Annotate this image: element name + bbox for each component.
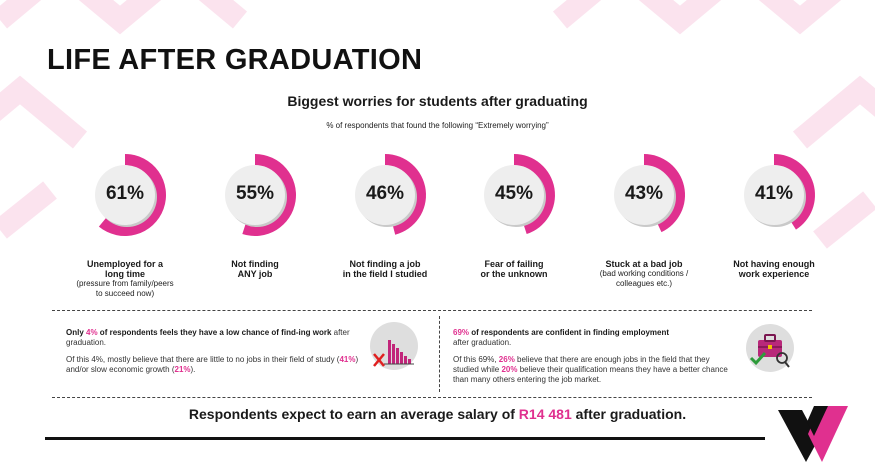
worry-caption-title: Unemployed for a long time	[86, 259, 163, 279]
worry-caption-title: Not finding ANY job	[231, 259, 279, 279]
briefcase-check-icon	[744, 322, 796, 379]
brand-v-logo	[778, 406, 848, 462]
low-chance-panel: Only 4% of respondents feels they have a…	[66, 328, 359, 374]
worry-donut: 41%	[734, 147, 830, 243]
worry-donut: 55%	[215, 147, 311, 243]
worry-percent: 45%	[494, 183, 534, 204]
worry-donut-center	[225, 165, 285, 225]
divider-vertical	[439, 316, 440, 392]
worry-caption-note: (pressure from family/peers to succeed n…	[76, 279, 174, 298]
page-title: LIFE AFTER GRADUATION	[47, 44, 423, 76]
worry-caption-title: Not having enough work experience	[733, 259, 815, 279]
worry-donut: 46%	[345, 147, 441, 243]
worry-caption: Unemployed for a long time (pressure from…	[55, 259, 195, 299]
worry-donut-center	[355, 165, 415, 225]
divider-bottom	[52, 397, 812, 398]
worry-donut-center	[744, 165, 804, 225]
worry-percent: 41%	[754, 183, 794, 204]
declining-bar-chart-icon	[368, 320, 420, 377]
worry-caption-title: Fear of failing or the unknown	[480, 259, 548, 279]
worry-caption: Stuck at a bad job (bad working condition…	[574, 259, 714, 289]
worry-donut: 43%	[604, 147, 700, 243]
worry-caption-title: Not finding a job in the field I studied	[342, 259, 428, 279]
worry-caption: Fear of failing or the unknown	[444, 259, 584, 279]
footer-bar	[45, 437, 765, 440]
worry-caption: Not having enough work experience	[704, 259, 844, 279]
worry-percent: 61%	[105, 183, 145, 204]
worry-donut: 61%	[85, 147, 181, 243]
worry-percent: 43%	[624, 183, 664, 204]
worry-percent: 55%	[235, 183, 275, 204]
worry-donut-center	[95, 165, 155, 225]
divider-top	[52, 310, 812, 311]
worry-donut-center	[484, 165, 544, 225]
worry-caption: Not finding a job in the field I studied	[315, 259, 455, 279]
salary-statement: Respondents expect to earn an average sa…	[188, 406, 687, 422]
worry-caption: Not finding ANY job	[185, 259, 325, 279]
worry-caption-note: (bad working conditions / colleagues etc…	[599, 269, 689, 288]
confident-panel: 69% of respondents are confident in find…	[453, 328, 728, 384]
chart-note: % of respondents that found the followin…	[326, 121, 549, 130]
chart-subtitle: Biggest worries for students after gradu…	[287, 93, 588, 109]
worry-donut-center	[614, 165, 674, 225]
worry-donut: 45%	[474, 147, 570, 243]
worry-caption-title: Stuck at a bad job	[605, 259, 683, 269]
worry-percent: 46%	[365, 183, 405, 204]
